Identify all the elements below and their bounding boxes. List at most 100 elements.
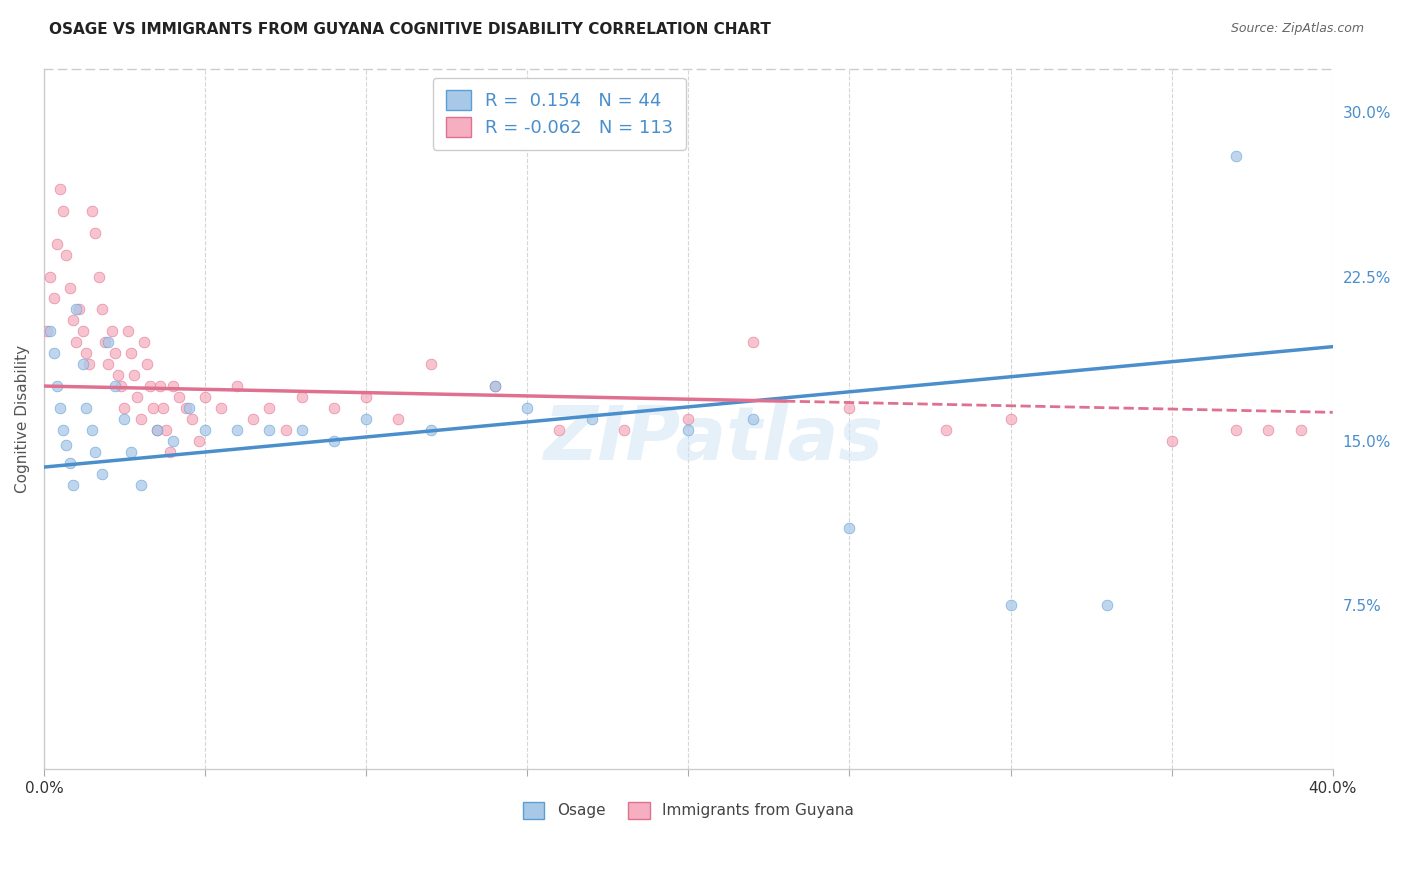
Point (107, 368, 129, 383)
Point (55, 438, 77, 452)
Point (142, 401, 165, 415)
Point (516, 401, 538, 415)
Point (1289, 423, 1312, 437)
Point (55, 247, 77, 261)
Point (127, 390, 149, 404)
Point (49, 401, 72, 415)
Point (104, 379, 127, 393)
Point (159, 444, 181, 458)
Point (354, 412, 377, 426)
Point (484, 379, 506, 393)
Point (741, 412, 763, 426)
Point (322, 434, 344, 448)
Point (155, 423, 177, 437)
Point (1257, 423, 1279, 437)
Point (226, 423, 249, 437)
Point (97, 335, 120, 350)
Point (82, 203, 104, 218)
Point (84, 226, 107, 240)
Point (67, 302, 90, 317)
Point (167, 390, 190, 404)
Point (59, 456, 82, 470)
Point (132, 335, 155, 350)
Point (274, 423, 297, 437)
Point (52, 423, 75, 437)
Point (59, 280, 82, 294)
Point (122, 368, 145, 383)
Point (139, 379, 162, 393)
Point (104, 346, 127, 360)
Point (45, 379, 67, 393)
Point (177, 401, 200, 415)
Point (838, 401, 860, 415)
Point (678, 423, 700, 437)
Text: OSAGE VS IMMIGRANTS FROM GUYANA COGNITIVE DISABILITY CORRELATION CHART: OSAGE VS IMMIGRANTS FROM GUYANA COGNITIV… (49, 22, 770, 37)
Point (114, 401, 136, 415)
Point (1000, 412, 1022, 426)
Point (1095, 598, 1118, 612)
Point (162, 434, 184, 448)
Point (75, 401, 97, 415)
Point (935, 423, 957, 437)
Point (100, 324, 122, 338)
Text: ZIPatlas: ZIPatlas (544, 403, 884, 476)
Point (87, 269, 110, 284)
Point (49, 182, 72, 196)
Point (484, 379, 506, 393)
Point (42, 292, 65, 306)
Point (181, 412, 204, 426)
Point (1225, 423, 1247, 437)
Point (174, 401, 197, 415)
Point (65, 302, 87, 317)
Point (259, 401, 281, 415)
Point (90, 467, 112, 481)
Point (145, 423, 167, 437)
Point (84, 444, 107, 458)
Point (110, 379, 132, 393)
Point (354, 390, 377, 404)
Point (162, 379, 184, 393)
Point (149, 379, 172, 393)
Point (581, 412, 603, 426)
Point (259, 423, 281, 437)
Point (226, 379, 249, 393)
Point (94, 335, 117, 350)
Point (1225, 149, 1247, 163)
Point (548, 423, 571, 437)
Point (209, 401, 232, 415)
Point (97, 357, 120, 371)
Point (114, 412, 136, 426)
Point (419, 423, 441, 437)
Point (387, 412, 409, 426)
Point (194, 390, 217, 404)
Point (72, 324, 94, 338)
Point (152, 401, 174, 415)
Point (120, 444, 142, 458)
Point (678, 412, 700, 426)
Point (1160, 434, 1182, 448)
Point (52, 203, 75, 218)
Point (741, 335, 763, 350)
Point (90, 302, 112, 317)
Point (45, 236, 67, 251)
Point (187, 434, 209, 448)
Point (77, 357, 100, 371)
Point (291, 423, 314, 437)
Point (120, 346, 142, 360)
Point (613, 423, 636, 437)
Text: Source: ZipAtlas.com: Source: ZipAtlas.com (1230, 22, 1364, 36)
Point (291, 390, 314, 404)
Point (419, 357, 441, 371)
Point (42, 346, 65, 360)
Point (136, 357, 159, 371)
Legend: Osage, Immigrants from Guyana: Osage, Immigrants from Guyana (517, 796, 859, 825)
Point (838, 521, 860, 535)
Point (39, 324, 62, 338)
Point (65, 335, 87, 350)
Point (129, 412, 152, 426)
Point (62, 477, 84, 491)
Point (1000, 598, 1022, 612)
Point (117, 324, 139, 338)
Point (194, 423, 217, 437)
Point (242, 412, 264, 426)
